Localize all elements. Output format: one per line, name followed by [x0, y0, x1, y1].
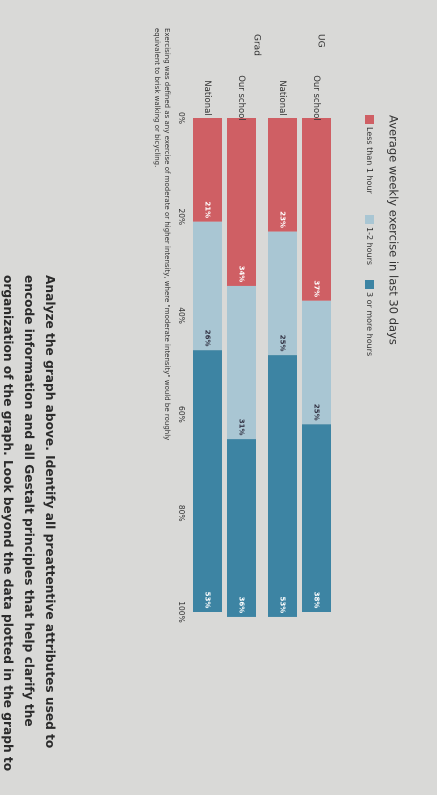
x-tick-label: 100% [177, 601, 186, 622]
x-tick-label: 60% [177, 406, 186, 423]
bar-segment [268, 231, 297, 356]
category-label: Our school [236, 75, 246, 121]
x-tick-label: 40% [177, 307, 186, 324]
data-label: 53% [279, 597, 287, 614]
legend-label: 1-2 hours [365, 227, 374, 265]
bar-segment [193, 221, 222, 351]
bar-segment [268, 355, 297, 617]
legend-label: 3 or more hours [365, 292, 374, 356]
data-label: 34% [238, 266, 246, 283]
x-tick-label: 80% [177, 505, 186, 522]
bar-segment [268, 118, 297, 232]
instructions-text: Analyze the graph above. Identify all pr… [1, 275, 57, 772]
category-label: Our school [311, 75, 321, 121]
data-label: 36% [238, 597, 246, 614]
legend-swatch [365, 280, 374, 289]
data-label: 31% [238, 419, 246, 436]
bar-segment [227, 118, 256, 286]
bar-segment [302, 300, 331, 425]
data-label: 21% [204, 201, 212, 218]
x-tick-label: 0% [177, 112, 186, 124]
chart-title: Average weekly exercise in last 30 days [387, 115, 401, 345]
data-label: 38% [313, 592, 321, 609]
bar-segment [193, 118, 222, 222]
bar-segment [193, 350, 222, 612]
data-label: 37% [313, 280, 321, 297]
data-label: 25% [313, 404, 321, 421]
group-label: Grad [252, 34, 262, 56]
data-label: 23% [279, 211, 287, 228]
group-label: UG [316, 34, 326, 48]
bar-segment [302, 424, 331, 612]
footnote-line: Exercising was defined as any exercise o… [163, 28, 171, 440]
category-label: National [277, 80, 287, 115]
legend-label: Less than 1 hour [365, 127, 374, 195]
legend-swatch [365, 215, 374, 224]
bar-segment [227, 285, 256, 440]
data-label: 25% [279, 335, 287, 352]
data-label: 26% [204, 330, 212, 347]
bar-segment [227, 439, 256, 617]
bar-segment [302, 118, 331, 301]
category-label: National [202, 80, 212, 115]
footnote-line: equivalent to brisk walking or bicycling… [153, 28, 161, 167]
data-label: 53% [204, 592, 212, 609]
x-tick-label: 20% [177, 208, 186, 225]
chart: 37% 25% 38% Our school 23% 25% 53% National 34% 3… [153, 28, 401, 623]
legend-swatch [365, 115, 374, 124]
